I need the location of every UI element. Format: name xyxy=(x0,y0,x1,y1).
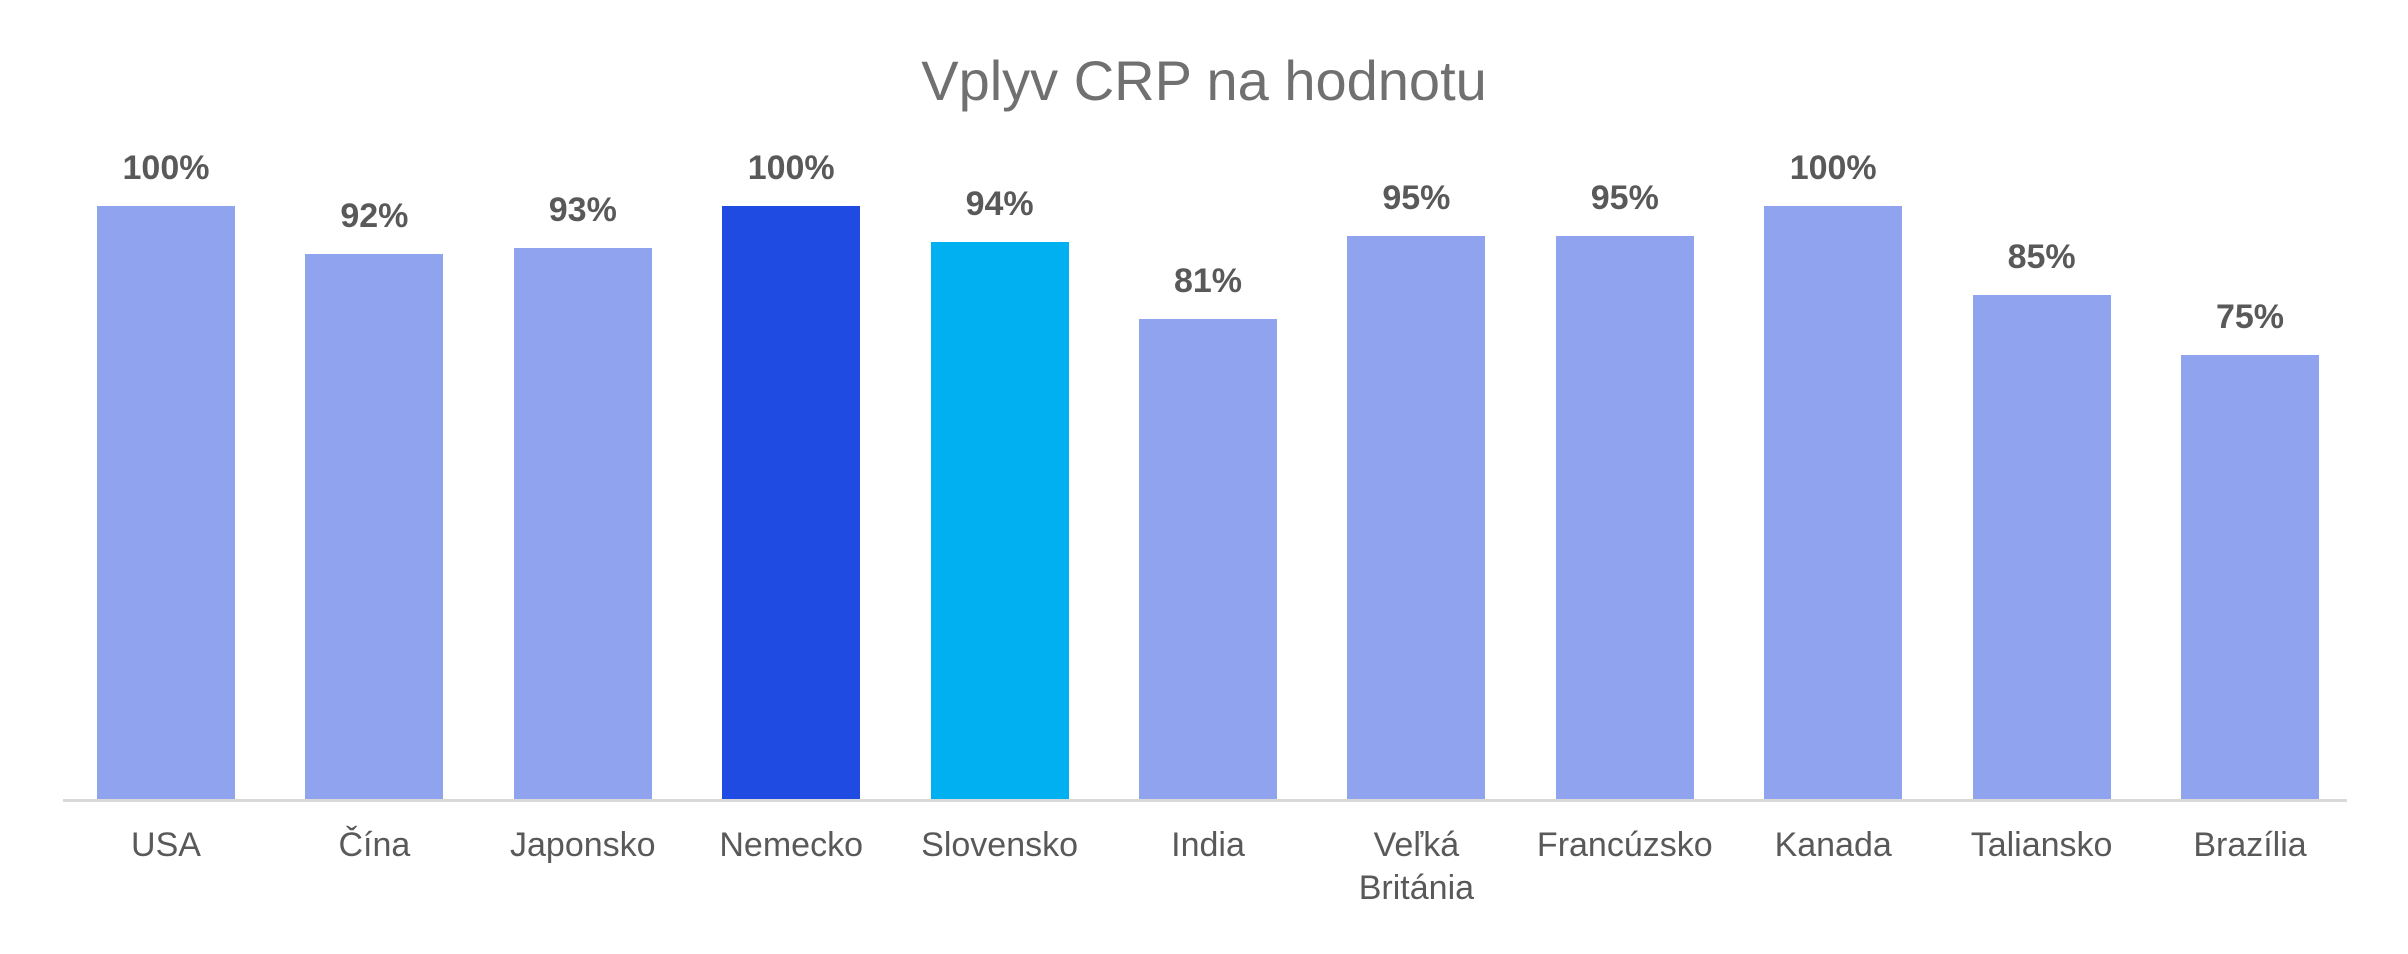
bar xyxy=(513,247,652,800)
category-label: Brazília xyxy=(2193,826,2307,864)
bar xyxy=(97,206,235,800)
bar xyxy=(1347,235,1486,800)
category-label: Čína xyxy=(338,826,411,864)
bar xyxy=(305,253,444,800)
bar xyxy=(722,206,861,800)
data-label: 81% xyxy=(1173,261,1243,300)
category-label: India xyxy=(1171,826,1245,864)
data-label: 94% xyxy=(965,184,1034,223)
data-label: 75% xyxy=(2215,297,2285,336)
bar xyxy=(1764,206,1903,800)
category-label: Veľká Británia xyxy=(1358,826,1475,907)
bar xyxy=(2181,354,2319,800)
bar xyxy=(930,241,1069,800)
category-label: Nemecko xyxy=(719,826,863,864)
bar xyxy=(1555,235,1694,800)
data-label: 95% xyxy=(1590,178,1659,217)
category-label: USA xyxy=(131,826,201,864)
data-label: 100% xyxy=(1789,149,1877,187)
bar xyxy=(1972,295,2111,800)
category-label: Japonsko xyxy=(510,826,656,864)
data-label: 92% xyxy=(340,196,409,235)
bar xyxy=(1139,318,1277,800)
category-label: Taliansko xyxy=(1970,826,2113,864)
data-label: 95% xyxy=(1382,178,1451,217)
category-label: Slovensko xyxy=(921,826,1079,864)
chart-title: Vplyv CRP na hodnotu xyxy=(921,49,1487,112)
category-label: Francúzsko xyxy=(1536,826,1713,864)
category-label: Kanada xyxy=(1774,826,1892,864)
data-label: 100% xyxy=(122,149,210,187)
data-label: 85% xyxy=(2007,238,2076,277)
data-label: 93% xyxy=(548,190,617,229)
x-axis-line xyxy=(63,799,2347,802)
data-label: 100% xyxy=(747,149,835,187)
